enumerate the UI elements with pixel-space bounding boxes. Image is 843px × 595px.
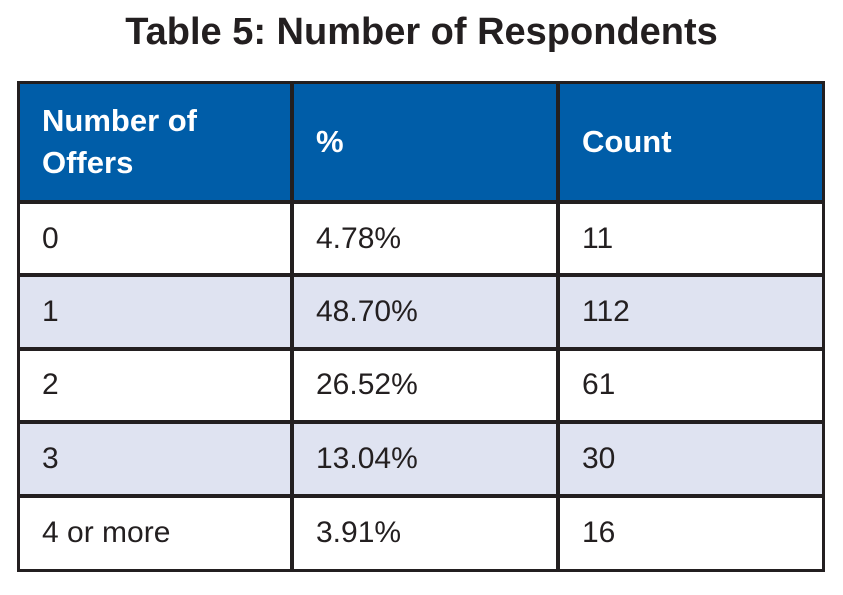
header-cell-number-of-offers: Number of Offers (20, 84, 294, 204)
cell-offers: 0 (20, 199, 294, 278)
cell-offers: 4 or more (20, 493, 294, 569)
header-cell-percent: % (290, 84, 560, 204)
table-title: Table 5: Number of Respondents (125, 11, 718, 53)
cell-percent: 48.70% (290, 273, 560, 351)
header-row: Number of Offers % Count (20, 84, 822, 204)
table-row: 1 48.70% 112 (20, 273, 822, 351)
cell-percent: 13.04% (290, 420, 560, 498)
cell-count: 16 (556, 493, 822, 569)
cell-count: 61 (556, 346, 822, 425)
cell-offers: 2 (20, 346, 294, 425)
cell-percent: 4.78% (290, 199, 560, 278)
respondents-table: Number of Offers % Count 0 4.78% 11 1 48… (20, 84, 822, 569)
table-row: 0 4.78% 11 (20, 199, 822, 278)
cell-percent: 26.52% (290, 346, 560, 425)
cell-percent: 3.91% (290, 493, 560, 569)
cell-count: 11 (556, 199, 822, 278)
cell-offers: 3 (20, 420, 294, 498)
cell-count: 112 (556, 273, 822, 351)
table-row: 2 26.52% 61 (20, 346, 822, 425)
cell-count: 30 (556, 420, 822, 498)
header-cell-count: Count (556, 84, 822, 204)
cell-offers: 1 (20, 273, 294, 351)
respondents-table-frame: Number of Offers % Count 0 4.78% 11 1 48… (17, 81, 825, 572)
table-row: 3 13.04% 30 (20, 420, 822, 498)
table-row: 4 or more 3.91% 16 (20, 493, 822, 569)
